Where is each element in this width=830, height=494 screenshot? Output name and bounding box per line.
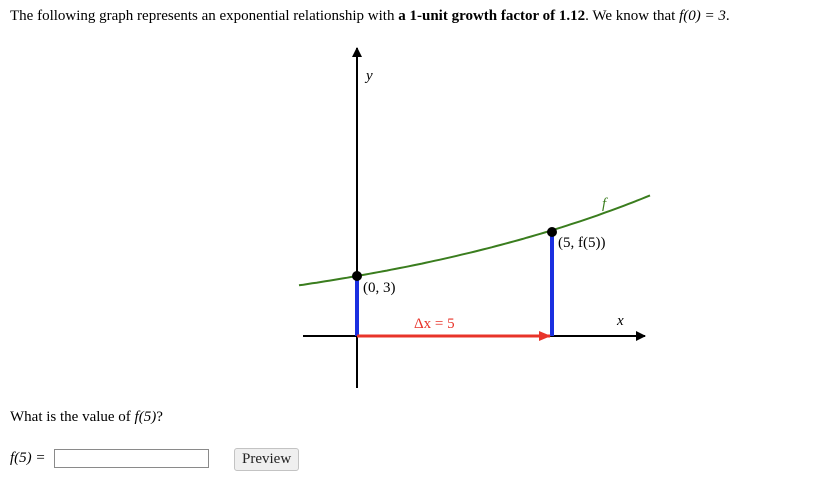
problem-text-before: The following graph represents an expone…	[10, 8, 399, 24]
answer-row: f(5) =	[10, 449, 209, 468]
curve-label: f	[602, 196, 608, 212]
point-a-label: (0, 3)	[363, 280, 396, 296]
question-math: f(5)	[134, 409, 157, 425]
problem-text-bold: a 1-unit growth factor of 1.12	[398, 8, 586, 24]
point-b-label: (5, f(5))	[558, 235, 605, 251]
question-text: What is the value of f(5)?	[10, 409, 163, 426]
problem-statement: The following graph represents an expone…	[10, 8, 730, 25]
y-axis-label: y	[364, 68, 373, 84]
x-axis-label: x	[616, 313, 624, 329]
question-suffix: ?	[156, 409, 163, 425]
question-prefix: What is the value of	[10, 409, 135, 425]
problem-text-end: .	[725, 8, 730, 24]
answer-label: f(5) =	[10, 450, 46, 466]
answer-input[interactable]	[53, 449, 209, 468]
point-b	[547, 227, 557, 237]
preview-button[interactable]: Preview	[234, 448, 300, 471]
delta-x-label: Δx = 5	[414, 316, 455, 332]
problem-condition: f(0) = 3	[679, 8, 726, 24]
problem-text-after: . We know that	[585, 8, 680, 24]
point-a	[352, 271, 362, 281]
